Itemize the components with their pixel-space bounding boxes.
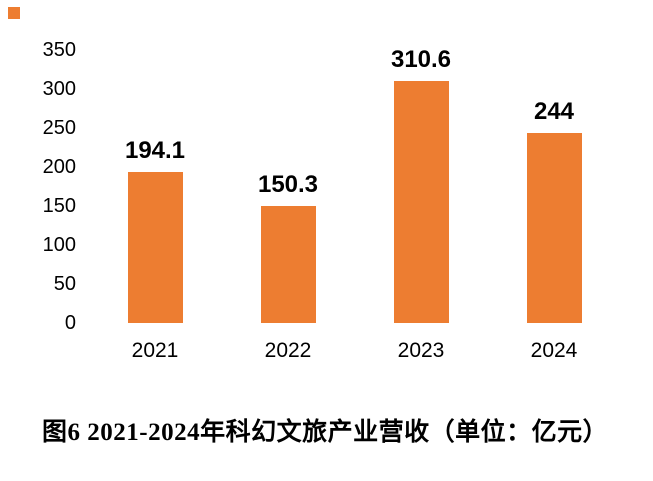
y-axis-tick-label: 100: [42, 234, 76, 256]
y-axis-tick-label: 50: [53, 273, 76, 295]
y-axis-tick-label: 300: [42, 78, 76, 100]
bar-value-label: 194.1: [124, 136, 186, 164]
chart-caption: 图6 2021-2024年科幻文旅产业营收（单位：亿元）: [42, 419, 609, 446]
y-axis-tick-label: 250: [42, 117, 76, 139]
y-axis-tick-label: 150: [42, 195, 76, 217]
bar-2021: [127, 171, 183, 323]
x-axis-category-label: 2023: [397, 339, 445, 362]
bar-2022: [260, 205, 316, 323]
bar-value-label: 244: [533, 97, 575, 125]
x-axis-category-label: 2022: [264, 339, 312, 362]
bar-2023: [393, 80, 449, 323]
orange-square-decoration: [8, 7, 20, 19]
x-axis-category-label: 2021: [131, 339, 179, 362]
y-axis-tick-label: 200: [42, 156, 76, 178]
y-axis-tick-label: 0: [64, 312, 76, 334]
bar-value-label: 310.6: [390, 45, 452, 73]
bar-chart-plot: 350 300 250 200 150 100 50 0 194.1 2021 150.3 2022 3…: [42, 39, 582, 362]
x-axis-category-label: 2024: [530, 339, 578, 362]
y-axis-tick-label: 350: [42, 39, 76, 61]
bar-2024: [526, 132, 582, 323]
bar-value-label: 150.3: [257, 170, 319, 198]
